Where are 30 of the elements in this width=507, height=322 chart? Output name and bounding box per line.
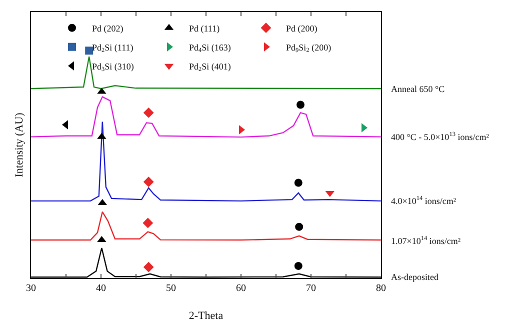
legend-label: Pd (202) [92,23,124,34]
legend-label: Pd$_{9}$Si$_{2}$ (200) [286,42,332,54]
series-label: 400 °C - 5.0×10$^{13}$ ions/cm² [391,131,490,142]
x-tick-label: 40 [96,283,106,294]
point [143,108,154,118]
point [142,218,154,228]
legend-label: Pd (200) [286,23,318,34]
point [143,262,154,272]
legend-label: Pd$_{2}$Si (401) [189,61,231,74]
point [294,262,302,270]
point [296,100,304,109]
x-tick-label: 60 [236,283,246,294]
x-tick-label: 70 [306,283,316,294]
x-axis-title: 2-Theta [188,310,224,322]
y-axis-title: Intensity (AU) [14,112,26,178]
series-label: As-deposited [391,272,439,282]
x-tick-label: 80 [376,283,386,294]
point [294,178,302,187]
point [143,176,154,188]
legend-label: Pd (111) [189,23,220,34]
legend-label: Pd$_{2}$Si (111) [92,42,134,54]
point [85,46,94,55]
x-tick-label: 30 [26,283,36,294]
legend-label: Pd$_{4}$Si (163) [189,42,231,54]
series-label: 1.07×10$^{14}$ ions/cm² [391,235,461,246]
point [295,222,304,231]
series-label: Anneal 650 °C [391,84,445,94]
x-tick-label: 50 [166,283,176,294]
legend-label: Pd$_{3}$Si (310) [92,61,134,74]
series-label: 4.0×10$^{14}$ ions/cm² [391,195,456,206]
